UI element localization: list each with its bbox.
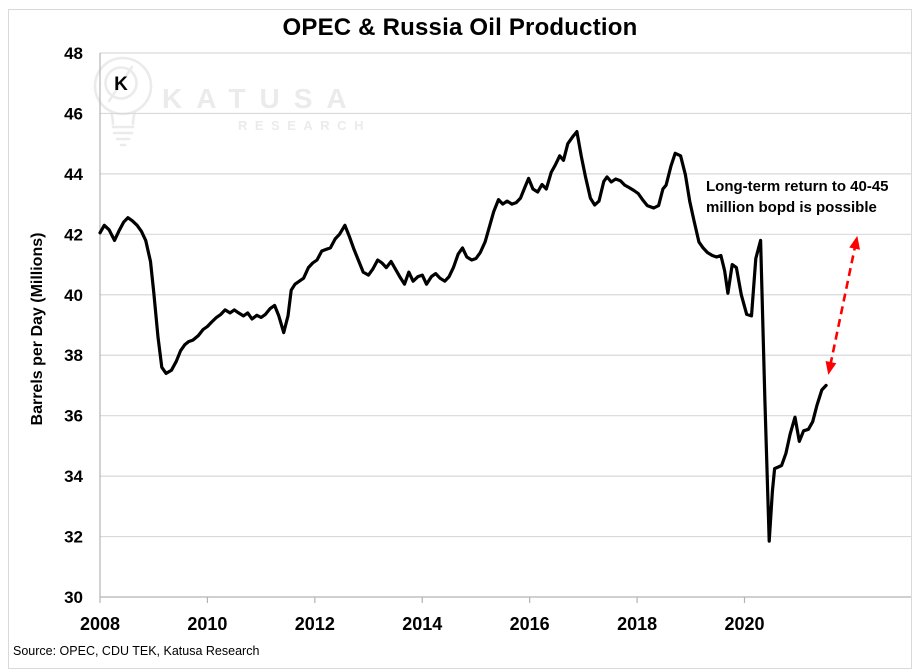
annotation-line-2: million bopd is possible: [706, 199, 877, 216]
y-tick-label: 30: [64, 588, 83, 607]
y-tick-label: 44: [64, 165, 83, 184]
annotation-line-1: Long-term return to 40-45: [706, 178, 889, 195]
y-tick-label: 40: [64, 286, 83, 305]
watermark-text: KATUSA: [162, 83, 361, 114]
x-tick-label: 2018: [617, 614, 657, 634]
y-tick-label: 42: [64, 225, 83, 244]
trend-arrow-head-top: [849, 235, 861, 250]
x-tick-label: 2008: [80, 614, 120, 634]
production-line: [98, 130, 828, 543]
chart-title: OPEC & Russia Oil Production: [282, 14, 638, 41]
y-tick-label: 36: [64, 407, 83, 426]
y-tick-label: 32: [64, 528, 83, 547]
x-tick-label: 2010: [187, 614, 227, 634]
y-tick-label: 46: [64, 104, 83, 123]
trend-arrow-shaft: [829, 245, 857, 366]
annotation-text: Long-term return to 40-45 million bopd i…: [706, 176, 889, 218]
x-tick-label: 2014: [402, 614, 442, 634]
x-tick-label: 2016: [510, 614, 550, 634]
trend-arrow-head-bottom: [825, 361, 837, 375]
watermark-subtext: RESEARCH: [238, 118, 371, 133]
y-tick-label: 34: [64, 467, 83, 486]
x-tick-label: 2012: [295, 614, 335, 634]
katusa-watermark: K KATUSA RESEARCH: [90, 55, 363, 155]
y-tick-label: 38: [64, 346, 83, 365]
svg-text:K: K: [114, 74, 128, 95]
y-tick-label: 48: [64, 44, 83, 63]
source-text: Source: OPEC, CDU TEK, Katusa Research: [13, 644, 260, 658]
x-tick-label: 2020: [724, 614, 764, 634]
